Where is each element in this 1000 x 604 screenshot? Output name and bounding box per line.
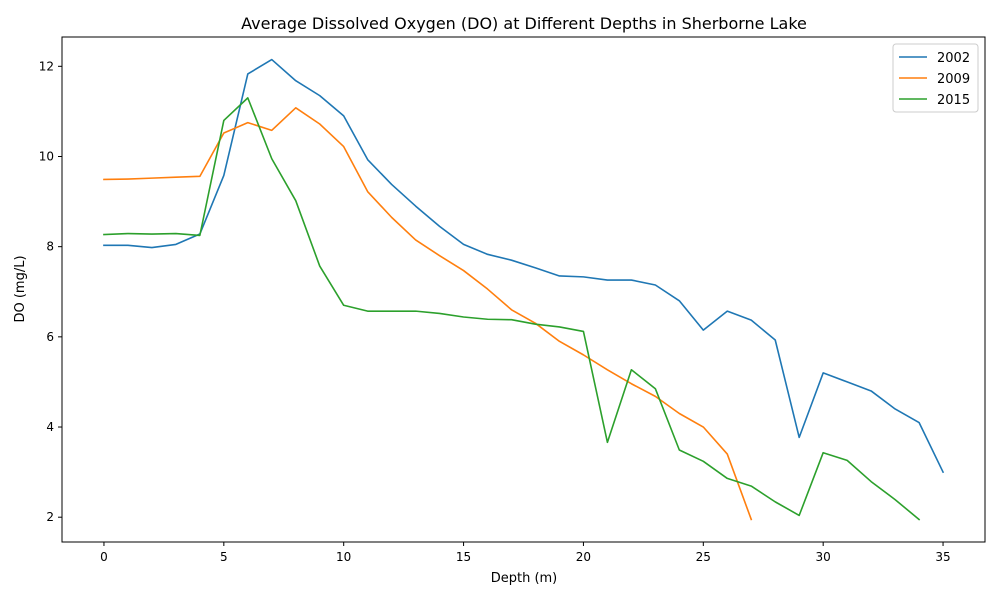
y-axis-label: DO (mg/L): [13, 255, 28, 322]
series-line-2002: [103, 58, 945, 474]
x-tick-label: 30: [816, 550, 831, 564]
legend: 2002 2009 2015: [892, 43, 979, 113]
x-tick-label: 25: [696, 550, 711, 564]
axes-frame: [61, 36, 986, 543]
x-tick-label: 35: [935, 550, 950, 564]
x-tick-label: 0: [100, 550, 108, 564]
series-line-2009: [103, 106, 753, 521]
y-tick-label: 4: [46, 420, 54, 434]
y-tick-label: 8: [46, 240, 54, 254]
legend-box: [892, 43, 979, 113]
x-tick-label: 10: [336, 550, 351, 564]
series-line-2015: [103, 97, 921, 521]
legend-label-2002: 2002: [937, 51, 970, 66]
y-tick-label: 10: [39, 149, 54, 163]
legend-label-2015: 2015: [937, 93, 970, 108]
y-tick-label: 2: [46, 510, 54, 524]
chart-title: Average Dissolved Oxygen (DO) at Differe…: [241, 14, 807, 33]
x-tick-label: 5: [220, 550, 228, 564]
legend-label-2009: 2009: [937, 72, 970, 87]
y-tick-label: 6: [46, 330, 54, 344]
y-tick-label: 12: [39, 59, 54, 73]
x-tick-label: 20: [576, 550, 591, 564]
plot-area: 0 5 10 15 20 25 30 35 2 4 6 8 10 12: [39, 58, 951, 564]
x-axis-label: Depth (m): [491, 571, 558, 586]
x-tick-label: 15: [456, 550, 471, 564]
